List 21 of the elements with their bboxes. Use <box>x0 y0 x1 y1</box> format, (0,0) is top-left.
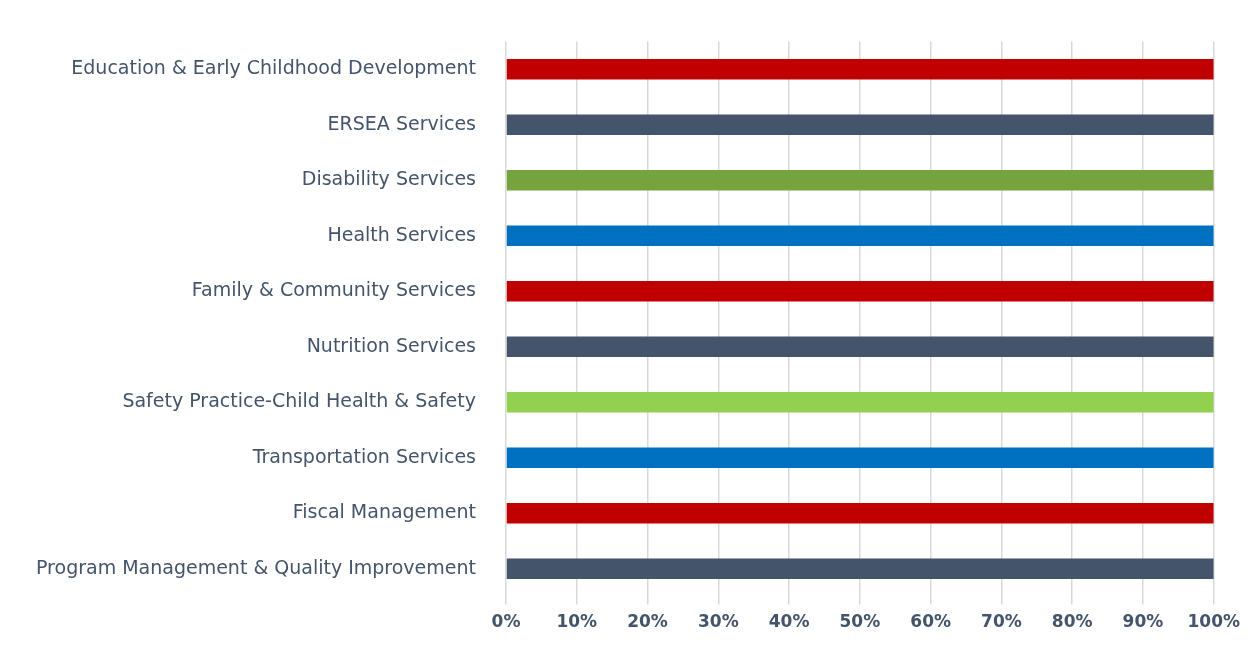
y-tick-label: Fiscal Management <box>292 500 477 523</box>
x-tick-label: 80% <box>1051 611 1093 632</box>
x-tick-label: 20% <box>627 611 668 632</box>
x-tick-label: 30% <box>697 611 739 632</box>
y-tick-label: Education & Early Childhood Development <box>71 56 477 79</box>
y-tick-label: Family & Community Services <box>191 278 477 301</box>
x-tick-label: 0% <box>491 611 521 632</box>
y-tick-label: Transportation Services <box>251 444 477 467</box>
y-tick-label: Health Services <box>327 222 477 245</box>
y-tick-label: Program Management & Quality Improvement <box>35 555 477 578</box>
x-tick-label: 10% <box>556 611 598 632</box>
x-tick-label: 40% <box>768 611 810 632</box>
y-tick-label: ERSEA Services <box>327 111 477 134</box>
x-tick-label: 90% <box>1122 611 1164 632</box>
x-tick-label: 100% <box>1187 611 1241 632</box>
y-tick-label: Safety Practice-Child Health & Safety <box>122 389 477 412</box>
y-tick-label: Nutrition Services <box>306 333 477 356</box>
x-tick-label: 60% <box>910 611 951 632</box>
x-tick-label: 50% <box>839 611 881 632</box>
x-tick-label: 70% <box>981 611 1022 632</box>
y-tick-label: Disability Services <box>301 167 477 190</box>
